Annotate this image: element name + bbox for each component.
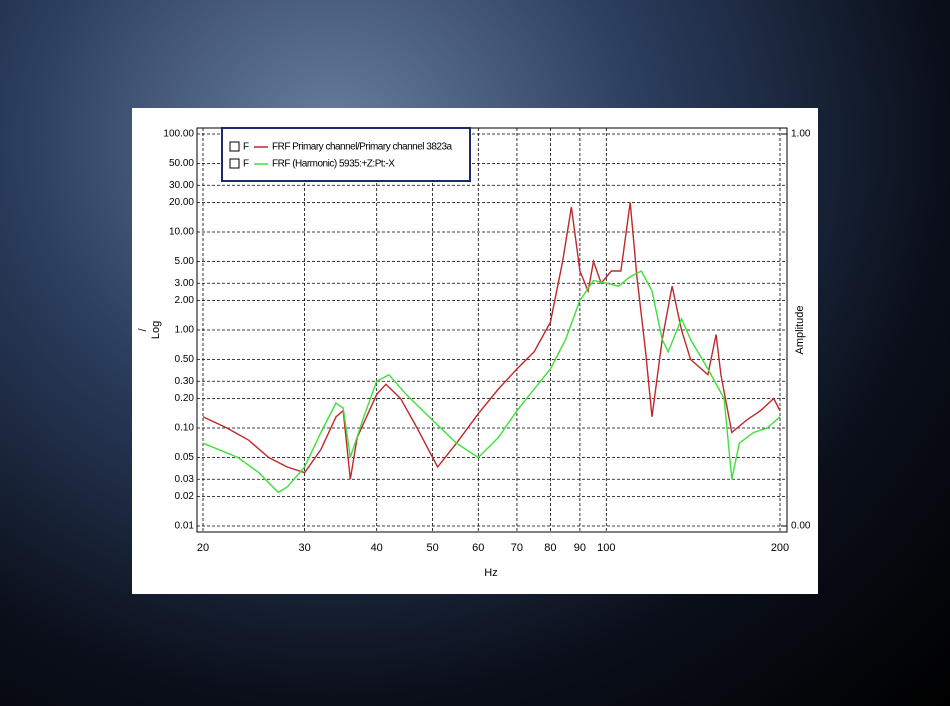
y2-tick-label: 1.00 bbox=[791, 129, 811, 140]
x-axis-label: Hz bbox=[484, 567, 497, 579]
x-tick-label: 40 bbox=[371, 542, 383, 554]
y-tick-label: 10.00 bbox=[169, 227, 194, 238]
chart-panel bbox=[132, 108, 818, 594]
x-tick-label: 100 bbox=[597, 542, 615, 554]
y-tick-label: 30.00 bbox=[169, 180, 194, 191]
y-tick-label: 3.00 bbox=[175, 278, 195, 289]
x-tick-label: 80 bbox=[544, 542, 556, 554]
y-axis-label: Log bbox=[150, 321, 162, 339]
legend-checkbox[interactable] bbox=[229, 141, 240, 152]
y-tick-label: 100.00 bbox=[163, 129, 194, 140]
y-tick-label: 50.00 bbox=[169, 158, 194, 169]
series-line bbox=[202, 270, 781, 494]
y-tick-label: 2.00 bbox=[175, 295, 195, 306]
y-tick-label: 0.30 bbox=[175, 376, 195, 387]
y2-tick-label: 0.00 bbox=[791, 521, 811, 532]
legend-flag: F bbox=[243, 142, 249, 153]
x-tick-label: 70 bbox=[511, 542, 523, 554]
legend-box bbox=[221, 127, 471, 182]
x-tick-label: 90 bbox=[574, 542, 586, 554]
legend-checkbox[interactable] bbox=[229, 158, 240, 169]
legend-label: FRF (Harmonic) 5935:+Z:Pt:-X bbox=[272, 159, 395, 170]
y-tick-label: 5.00 bbox=[175, 256, 195, 267]
x-tick-label: 20 bbox=[197, 542, 209, 554]
y-axis-label: / bbox=[137, 328, 149, 332]
y-tick-label: 1.00 bbox=[175, 325, 195, 336]
y-tick-label: 0.20 bbox=[175, 393, 195, 404]
x-tick-label: 60 bbox=[472, 542, 484, 554]
legend-label: FRF Primary channel/Primary channel 3823… bbox=[272, 142, 453, 153]
x-tick-label: 50 bbox=[426, 542, 438, 554]
y-tick-label: 0.10 bbox=[175, 423, 195, 434]
y-tick-label: 0.50 bbox=[175, 354, 195, 365]
y-tick-label: 20.00 bbox=[169, 197, 194, 208]
y-tick-label: 0.03 bbox=[175, 474, 195, 485]
legend-flag: F bbox=[243, 159, 249, 170]
y-tick-label: 0.02 bbox=[175, 491, 195, 502]
x-tick-label: 200 bbox=[771, 542, 789, 554]
y2-axis-label: Amplitude bbox=[794, 306, 806, 355]
x-tick-label: 30 bbox=[298, 542, 310, 554]
y-tick-label: 0.05 bbox=[175, 452, 195, 463]
series-line bbox=[202, 202, 781, 480]
y-tick-label: 0.01 bbox=[175, 521, 195, 532]
